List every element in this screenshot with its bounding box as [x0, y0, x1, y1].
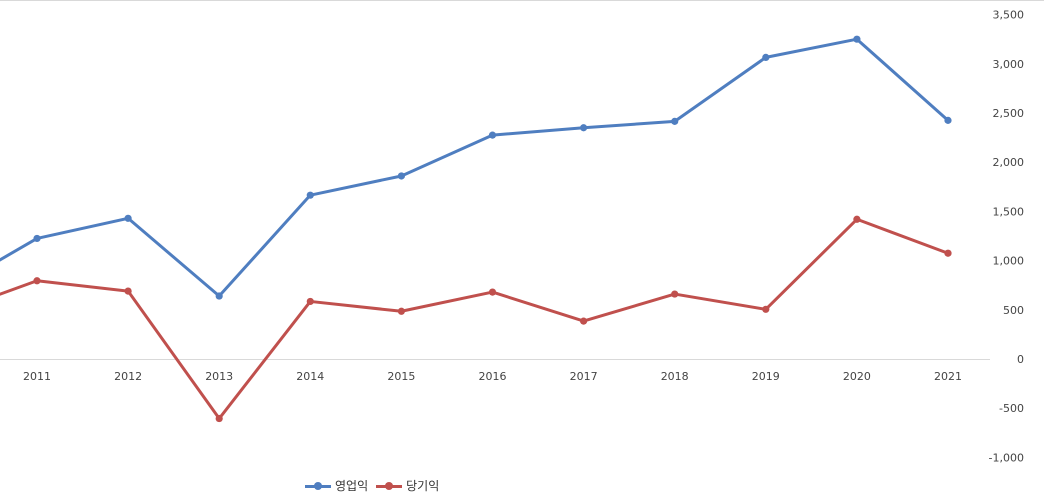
- legend-swatch-operating-profit: [305, 480, 331, 492]
- series-points: [33, 35, 952, 423]
- data-point: [124, 287, 132, 295]
- data-point: [215, 292, 223, 300]
- data-point: [580, 317, 588, 325]
- legend-marker-icon: [314, 481, 322, 490]
- y-tick-label: 3,500: [993, 9, 1025, 22]
- x-tick-label: 2020: [843, 370, 871, 383]
- x-tick-label: 2018: [661, 370, 689, 383]
- data-point: [944, 116, 952, 124]
- data-point: [944, 249, 952, 257]
- x-tick-label: 2013: [205, 370, 233, 383]
- data-point: [488, 288, 497, 296]
- x-tick-label: 2021: [934, 370, 962, 383]
- y-tick-label: 2,500: [993, 107, 1025, 120]
- x-tick-label: 2012: [114, 370, 142, 383]
- data-point: [853, 35, 861, 43]
- data-point: [306, 297, 314, 306]
- y-tick-label: 2,000: [993, 156, 1025, 169]
- y-tick-label: 0: [1017, 353, 1024, 366]
- legend-item-net-profit: 당기익: [376, 477, 439, 494]
- data-point: [397, 307, 405, 315]
- data-point: [762, 53, 770, 62]
- y-tick-label: 1,500: [993, 205, 1025, 218]
- legend-label-net-profit: 당기익: [406, 479, 440, 493]
- data-point: [124, 214, 132, 222]
- data-point: [853, 215, 861, 223]
- y-tick-label: -500: [999, 402, 1024, 415]
- x-tick-label: 2019: [752, 370, 780, 383]
- data-point: [397, 172, 405, 180]
- legend-label-operating-profit: 영업익: [335, 479, 369, 493]
- x-tick-label: 2017: [570, 370, 598, 383]
- x-tick-label: 2015: [387, 370, 415, 383]
- data-point: [671, 117, 679, 125]
- data-point: [33, 277, 41, 285]
- y-axis-tick-labels: 3,500 3,000 2,500 2,000 1,500 1,000 500 0 -500 -1…: [989, 9, 1024, 465]
- data-point: [580, 124, 588, 132]
- data-point: [762, 305, 770, 313]
- data-point: [215, 414, 223, 423]
- legend-item-operating-profit: 영업익: [305, 477, 368, 494]
- x-tick-label: 2014: [296, 370, 324, 383]
- data-point: [306, 191, 314, 199]
- y-tick-label: 500: [1003, 304, 1024, 317]
- legend: 영업익 당기익: [305, 477, 439, 494]
- data-point: [33, 234, 41, 243]
- data-point: [488, 131, 497, 139]
- y-tick-label: 3,000: [993, 58, 1025, 71]
- x-tick-label: 2016: [479, 370, 507, 383]
- y-tick-label: -1,000: [989, 451, 1024, 464]
- series-line-net-profit: [0, 217, 950, 421]
- series-line-operating-profit: [0, 37, 950, 298]
- x-tick-label: 2011: [23, 370, 51, 383]
- legend-swatch-net-profit: [376, 480, 403, 492]
- x-axis-tick-labels: 2011 2012 2013 2014 2015 2016 2017 2018 2019 2020…: [23, 370, 962, 383]
- series-lines: [0, 37, 950, 421]
- legend-marker-icon: [385, 481, 394, 490]
- data-point: [671, 290, 679, 298]
- y-tick-label: 1,000: [993, 255, 1025, 268]
